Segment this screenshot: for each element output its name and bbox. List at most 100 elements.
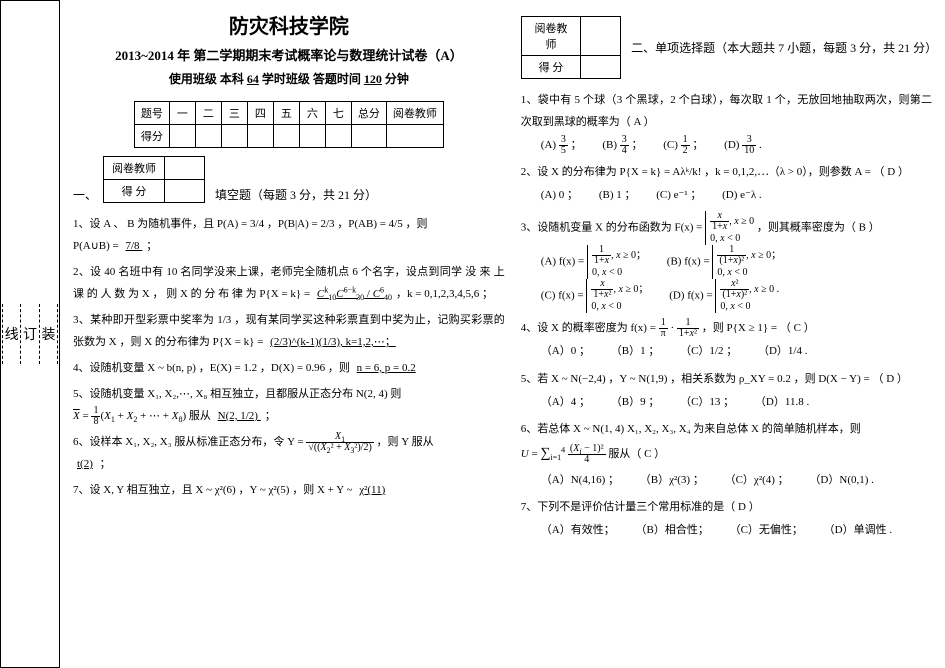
q2-2-text: 2、设 X 的分布律为 P{X = k} = Aλᵏ/k! ，k = 0,1,2… — [521, 166, 909, 178]
a1-7: χ²(11) — [355, 484, 389, 496]
left-column: 防灾科技学院 2013~2014 年 第二学期期末考试概率论与数理统计试卷（A）… — [65, 10, 513, 658]
q1-2: 2、设 40 名班中有 10 名同学没来上课，老师完全随机点 6 个名字，设点到… — [73, 261, 505, 305]
a1-1: 7/8 — [121, 240, 146, 252]
opt-d: （D）单调性 . — [824, 518, 892, 542]
th-total: 总分 — [351, 102, 386, 125]
section2-header: 阅卷教师 得 分 二、单项选择题（本大题共 7 小题，每题 3 分，共 21 分… — [521, 16, 932, 79]
binding-char-2: 订 — [23, 324, 37, 344]
q2-3: 3、设随机变量 X 的分布函数为 F(x) = x1+x, x ≥ 00, x … — [521, 211, 932, 313]
q2-1: 1、袋中有 5 个球（3 个黑球，2 个白球），每次取 1 个，无放回地抽取两次… — [521, 89, 932, 157]
section2-title: 二、单项选择题（本大题共 7 小题，每题 3 分，共 21 分） — [631, 39, 932, 56]
q2-2-options: (A) 0 ； (B) 1 ； (C) e⁻¹ ； (D) e⁻λ . — [521, 183, 932, 207]
score-cell — [325, 125, 351, 148]
opt-d: (D) f(x) = x²(1+x)², x ≥ 0 .0, x < 0 — [669, 279, 779, 313]
binding-dash — [57, 304, 58, 364]
opt-c: (C) e⁻¹ ； — [656, 183, 701, 207]
q1-5: 5、设随机变量 X₁, X₂,⋯, X₈ 相互独立，且都服从正态分布 N(2, … — [73, 383, 505, 427]
th-6: 六 — [299, 102, 325, 125]
q1-4: 4、设随机变量 X ~ b(n, p) ，E(X) = 1.2 ，D(X) = … — [73, 357, 505, 379]
grader-label: 阅卷教师 — [104, 157, 165, 180]
q1-7: 7、设 X, Y 相互独立，且 X ~ χ²(6) ，Y ~ χ²(5) ，则 … — [73, 479, 505, 501]
score-cell — [221, 125, 247, 148]
score-label: 得 分 — [104, 180, 165, 203]
opt-a: (A) f(x) = 11+x, x ≥ 0；0, x < 0 — [541, 245, 646, 279]
info-hours: 64 — [247, 72, 259, 86]
opt-a: （A）0 ； — [541, 339, 590, 363]
th-2: 二 — [195, 102, 221, 125]
th-1: 一 — [169, 102, 195, 125]
opt-d: （D）11.8 . — [755, 390, 809, 414]
binding-margin: 装 订 线 — [0, 0, 60, 668]
score-cell — [386, 125, 443, 148]
a1-6: t(2) — [73, 458, 97, 470]
q2-3-options: (A) f(x) = 11+x, x ≥ 0；0, x < 0 (B) f(x)… — [521, 245, 932, 313]
info-prefix: 使用班级 本科 — [169, 72, 247, 86]
th-7: 七 — [325, 102, 351, 125]
score-cell — [169, 125, 195, 148]
exam-title: 2013~2014 年 第二学期期末考试概率论与数理统计试卷（A） — [73, 45, 505, 64]
opt-b: （B）9 ； — [611, 390, 660, 414]
opt-a: (A) 0 ； — [541, 183, 578, 207]
q2-4b-text: ，则 P{X ≥ 1} = （ C ） — [702, 322, 815, 334]
row-score-label: 得分 — [134, 125, 169, 148]
th-4: 四 — [247, 102, 273, 125]
grader-label: 阅卷教师 — [521, 17, 580, 56]
score-cell — [195, 125, 221, 148]
q2-6b-text: 服从（ C ） — [608, 448, 665, 460]
q2-5-text: 5、若 X ~ N(−2,4) ，Y ~ N(1,9) ，相关系数为 ρ_XY … — [521, 373, 908, 385]
exam-info: 使用班级 本科 64 学时班级 答题时间 120 分钟 — [73, 70, 505, 87]
binding-dash — [20, 304, 21, 364]
q1-1-text: 1、设 A 、 B 为随机事件，且 P(A) = 3/4 ，P(B|A) = 2… — [73, 218, 428, 230]
q2-3b-text: ，则其概率密度为（ B ） — [757, 222, 880, 234]
score-cell — [299, 125, 325, 148]
q1-6b-text: ，则 Y 服从 — [377, 436, 434, 448]
a1-3: (2/3)^(k-1)(1/3), k=1,2,⋯； — [266, 336, 400, 348]
q1-6-text: 6、设样本 X₁, X₂, X₃ 服从标准正态分布，令 Y = — [73, 436, 306, 448]
q1-1b-text: P(A∪B) = — [73, 240, 121, 252]
q2-6-text: 6、若总体 X ~ N(1, 4) X₁, X₂, X₃, X₄ 为来自总体 X… — [521, 423, 861, 435]
q2-7-options: （A）有效性； （B）相合性； （C）无偏性； （D）单调性 . — [521, 518, 932, 542]
q2-6: 6、若总体 X ~ N(1, 4) X₁, X₂, X₃, X₄ 为来自总体 X… — [521, 418, 932, 492]
a1-5: N(2, 1/2) — [214, 410, 265, 422]
score-cell — [351, 125, 386, 148]
q2-1-text: 1、袋中有 5 个球（3 个黑球，2 个白球），每次取 1 个，无放回地抽取两次… — [521, 94, 932, 128]
q2-6-options: （A）N(4,16) ； （B）χ²(3) ； （C）χ²(4) ； （D）N(… — [521, 468, 932, 492]
section1-title: 填空题（每题 3 分，共 21 分） — [215, 186, 377, 203]
section1-label: 一、 — [73, 186, 97, 203]
score-cell — [581, 56, 621, 79]
opt-b: （B）χ²(3) ； — [640, 468, 704, 492]
opt-b: (B) 34 ； — [602, 133, 642, 157]
q1-3: 3、某种即开型彩票中奖率为 1/3 ，现有某同学买这种彩票直到中奖为止，记购买彩… — [73, 309, 505, 353]
binding-dash — [2, 304, 3, 364]
q2-3-text: 3、设随机变量 X 的分布函数为 F(x) = — [521, 222, 705, 234]
score-cell — [273, 125, 299, 148]
info-suffix: 分钟 — [382, 72, 409, 86]
a1-2: Ck10C6−k30 / C640 — [313, 288, 396, 300]
q1-7-text: 7、设 X, Y 相互独立，且 X ~ χ²(6) ，Y ~ χ²(5) ，则 … — [73, 484, 355, 496]
score-label: 得 分 — [521, 56, 580, 79]
q2-5: 5、若 X ~ N(−2,4) ，Y ~ N(1,9) ，相关系数为 ρ_XY … — [521, 368, 932, 414]
info-mid: 学时班级 答题时间 — [259, 72, 364, 86]
opt-b: (B) f(x) = 1(1+x)², x ≥ 0；0, x < 0 — [667, 245, 781, 279]
section1-header: 一、 阅卷教师 得 分 填空题（每题 3 分，共 21 分） — [73, 156, 505, 203]
opt-d: (D) 310 . — [724, 133, 762, 157]
binding-dash — [39, 304, 40, 364]
info-minutes: 120 — [364, 72, 382, 86]
section2-score-table: 阅卷教师 得 分 — [521, 16, 621, 79]
q2-4: 4、设 X 的概率密度为 f(x) = 1π · 11+x² ，则 P{X ≥ … — [521, 317, 932, 363]
q2-1-options: (A) 35 ； (B) 34 ； (C) 12 ； (D) 310 . — [521, 133, 932, 157]
opt-a: （A）有效性； — [541, 518, 615, 542]
q1-4-text: 4、设随机变量 X ~ b(n, p) ，E(X) = 1.2 ，D(X) = … — [73, 362, 353, 374]
opt-a: （A）4 ； — [541, 390, 590, 414]
opt-d: (D) e⁻λ . — [722, 183, 762, 207]
a1-2b: ，k = 0,1,2,3,4,5,6 ； — [396, 288, 493, 300]
score-cell — [247, 125, 273, 148]
th-5: 五 — [273, 102, 299, 125]
binding-char-3: 线 — [5, 324, 19, 344]
th-3: 三 — [221, 102, 247, 125]
opt-a: (A) 35 ； — [541, 133, 582, 157]
q1-1: 1、设 A 、 B 为随机事件，且 P(A) = 3/4 ，P(B|A) = 2… — [73, 213, 505, 257]
opt-b: (B) 1 ； — [599, 183, 636, 207]
q2-4-options: （A）0 ； （B）1 ； （C）1/2 ； （D）1/4 . — [521, 339, 932, 363]
q2-7-text: 7、下列不是评价估计量三个常用标准的是（ D ） — [521, 501, 760, 513]
